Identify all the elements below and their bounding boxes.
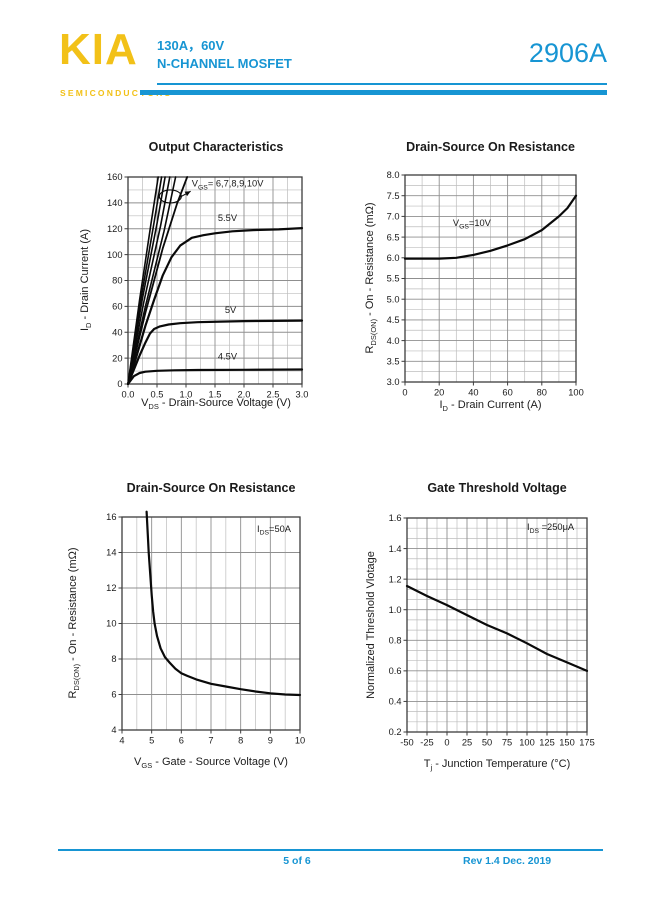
svg-text:25: 25 xyxy=(462,738,472,748)
device-type: N-CHANNEL MOSFET xyxy=(157,56,292,71)
svg-text:1.0: 1.0 xyxy=(389,605,402,615)
svg-text:6.5: 6.5 xyxy=(387,232,400,242)
svg-text:2.5: 2.5 xyxy=(267,390,280,400)
svg-text:6: 6 xyxy=(179,736,184,746)
svg-text:1.4: 1.4 xyxy=(389,544,402,554)
svg-text:150: 150 xyxy=(559,738,575,748)
svg-text:4: 4 xyxy=(111,725,116,735)
chart2-title: Drain-Source On Resistance xyxy=(406,140,575,154)
svg-text:20: 20 xyxy=(112,353,122,363)
svg-text:100: 100 xyxy=(568,388,584,398)
chart4-xlabel: Tj - Junction Temperature (°C) xyxy=(423,758,571,773)
svg-text:8: 8 xyxy=(111,654,116,664)
svg-text:80: 80 xyxy=(112,276,122,286)
svg-text:5.5: 5.5 xyxy=(387,274,400,284)
svg-text:6: 6 xyxy=(111,690,116,700)
svg-text:0.6: 0.6 xyxy=(389,666,402,676)
svg-text:20: 20 xyxy=(434,388,444,398)
svg-text:9: 9 xyxy=(268,736,273,746)
svg-text:7.5: 7.5 xyxy=(387,191,400,201)
svg-text:50: 50 xyxy=(482,738,492,748)
svg-text:VGS=10V: VGS=10V xyxy=(453,218,492,231)
svg-text:160: 160 xyxy=(107,172,123,182)
svg-text:0.2: 0.2 xyxy=(389,727,402,737)
svg-text:2.0: 2.0 xyxy=(238,390,251,400)
svg-text:4.0: 4.0 xyxy=(387,336,400,346)
gate-threshold-chart: -50 -25 0 25 50 75 100 125 150 175 0.2 0.4 0.6 0.8 1.0… xyxy=(389,513,595,748)
device-rating: 130A，60V xyxy=(157,38,225,53)
svg-text:0: 0 xyxy=(117,379,122,389)
svg-text:0.4: 0.4 xyxy=(389,697,402,707)
svg-text:VGS= 6,7,8,9,10V: VGS= 6,7,8,9,10V xyxy=(192,179,264,192)
svg-text:60: 60 xyxy=(502,388,512,398)
svg-text:100: 100 xyxy=(107,250,123,260)
svg-text:0.5: 0.5 xyxy=(151,390,164,400)
svg-text:125: 125 xyxy=(539,738,555,748)
header-rule-thin xyxy=(157,83,607,85)
svg-text:140: 140 xyxy=(107,198,123,208)
svg-text:40: 40 xyxy=(468,388,478,398)
rds-vs-vgs-chart: 4 5 6 7 8 9 10 4 6 8 10 12 14 16 IDS=50A xyxy=(106,510,305,746)
svg-text:5.5V: 5.5V xyxy=(218,213,238,223)
svg-text:0.8: 0.8 xyxy=(389,635,402,645)
svg-text:1.6: 1.6 xyxy=(389,513,402,523)
svg-text:10: 10 xyxy=(295,736,305,746)
svg-text:3.0: 3.0 xyxy=(296,390,309,400)
svg-text:0: 0 xyxy=(444,738,449,748)
svg-text:12: 12 xyxy=(106,583,116,593)
svg-text:80: 80 xyxy=(537,388,547,398)
svg-text:100: 100 xyxy=(519,738,535,748)
header-rule-thick xyxy=(140,90,607,95)
svg-text:8.0: 8.0 xyxy=(387,170,400,180)
svg-text:14: 14 xyxy=(106,548,116,558)
svg-text:60: 60 xyxy=(112,302,122,312)
chart1-xlabel: VDS - Drain-Source Voltage (V) xyxy=(141,397,291,412)
svg-text:0: 0 xyxy=(402,388,407,398)
rds-vs-id-chart: 0 20 40 60 80 100 3.0 3.5 4.0 4.5 5.0 5.5 6.0 6.5 7.0 7… xyxy=(387,170,584,398)
output-characteristics-chart: 0.0 0.5 1.0 1.5 2.0 2.5 3.0 0 20 40 60 80 100 120 140 1… xyxy=(107,172,309,400)
chart2-xlabel: ID - Drain Current (A) xyxy=(439,399,542,414)
svg-text:6.0: 6.0 xyxy=(387,253,400,263)
svg-text:3.0: 3.0 xyxy=(387,377,400,387)
logo-subtext: SEMICONDUCTORS xyxy=(60,88,173,98)
revision: Rev 1.4 Dec. 2019 xyxy=(463,855,552,867)
chart1-title: Output Characteristics xyxy=(148,140,284,154)
svg-text:8: 8 xyxy=(238,736,243,746)
svg-text:7: 7 xyxy=(208,736,213,746)
chart3-title: Drain-Source On Resistance xyxy=(126,481,296,495)
svg-text:5V: 5V xyxy=(225,305,237,315)
svg-text:75: 75 xyxy=(502,738,512,748)
svg-text:1.0: 1.0 xyxy=(180,390,193,400)
svg-text:10: 10 xyxy=(106,619,116,629)
chart3-xlabel: VGS - Gate - Source Voltage (V) xyxy=(134,756,288,771)
logo-text: KIA xyxy=(59,25,138,74)
svg-text:1.5: 1.5 xyxy=(209,390,222,400)
footer-rule xyxy=(58,849,603,851)
svg-text:5.0: 5.0 xyxy=(387,294,400,304)
kia-logo: KIA xyxy=(59,28,138,72)
svg-text:1.2: 1.2 xyxy=(389,574,402,584)
svg-text:5: 5 xyxy=(149,736,154,746)
svg-text:16: 16 xyxy=(106,512,116,522)
svg-text:7.0: 7.0 xyxy=(387,212,400,222)
part-number: 2906A xyxy=(528,38,607,68)
svg-text:3.5: 3.5 xyxy=(387,357,400,367)
svg-text:0.0: 0.0 xyxy=(122,390,135,400)
chart4-title: Gate Threshold Voltage xyxy=(427,481,567,495)
svg-text:4.5: 4.5 xyxy=(387,315,400,325)
svg-text:4: 4 xyxy=(119,736,124,746)
svg-text:4.5V: 4.5V xyxy=(218,351,238,361)
page-number: 5 of 6 xyxy=(283,855,311,867)
svg-text:IDS=50A: IDS=50A xyxy=(257,524,292,537)
svg-text:40: 40 xyxy=(112,327,122,337)
chart3-ylabel: RDS(ON) - On - Resistance (mΩ) xyxy=(66,547,82,699)
svg-text:120: 120 xyxy=(107,224,123,234)
svg-text:-50: -50 xyxy=(400,738,413,748)
svg-text:IDS =250μA: IDS =250μA xyxy=(527,522,575,535)
svg-text:175: 175 xyxy=(579,738,595,748)
svg-text:-25: -25 xyxy=(420,738,433,748)
